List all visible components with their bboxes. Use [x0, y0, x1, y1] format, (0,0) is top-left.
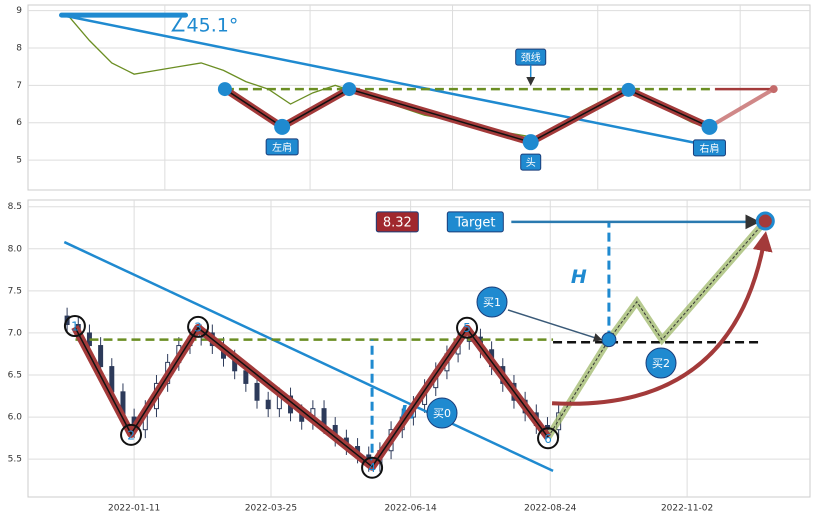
height-label: H	[571, 266, 587, 288]
y-tick-label: 6.0	[8, 413, 23, 423]
target-point	[755, 211, 775, 231]
y-tick-label: 6	[16, 118, 22, 128]
pattern-point	[361, 456, 384, 479]
pattern-line-inner	[224, 88, 710, 143]
buy-bubble	[476, 286, 508, 318]
left-shoulder-label-box	[265, 138, 299, 156]
pattern-point	[456, 316, 479, 339]
pattern-line-inner	[74, 326, 549, 468]
candle-body	[254, 382, 260, 401]
buy-bubble	[645, 347, 677, 379]
y-tick-label: 7.5	[8, 286, 22, 296]
y-tick-label: 8.0	[8, 244, 23, 254]
head-label-box	[520, 153, 542, 171]
pattern-point	[537, 427, 560, 450]
head-label: 头	[526, 157, 536, 169]
target-label: Target	[454, 215, 495, 230]
buy-label: 买1	[483, 296, 501, 309]
x-tick-label: 2022-06-14	[384, 504, 437, 514]
y-tick-label: 5	[16, 156, 22, 166]
y-tick-label: 9	[16, 6, 22, 16]
y-tick-label: 7.0	[8, 328, 23, 338]
pattern-point	[274, 118, 291, 135]
x-tick-label: 2022-01-11	[108, 504, 160, 514]
y-tick-label: 8.5	[8, 202, 22, 212]
y-tick-label: 6.5	[8, 371, 22, 381]
buy-point	[601, 332, 617, 348]
projection-inner	[547, 220, 766, 438]
candle-body	[98, 345, 104, 368]
x-tick-label: 2022-03-25	[245, 504, 297, 514]
candle-body	[265, 399, 271, 410]
right-shoulder-label: 右肩	[699, 142, 719, 155]
right-shoulder-label-box	[692, 139, 726, 157]
y-tick-label: 5.5	[8, 455, 22, 465]
left-shoulder-label: 左肩	[272, 141, 292, 154]
y-tick-label: 8	[16, 43, 22, 53]
breakout-arrow	[551, 231, 773, 406]
trend-line	[61, 13, 707, 147]
pattern-point-label: 6	[544, 432, 552, 446]
pattern-point	[701, 118, 718, 135]
plot-area	[27, 199, 811, 498]
buy-label: 买2	[652, 357, 670, 370]
target-label-box	[446, 211, 504, 233]
angle-label: ∠45.1°	[170, 15, 239, 37]
y-tick-label: 7	[16, 81, 22, 91]
pattern-point-label: 4	[368, 461, 376, 475]
buy-bubble	[426, 397, 458, 429]
pattern-point	[342, 82, 357, 97]
candle-body	[243, 370, 249, 384]
target-value-label-box	[375, 211, 419, 233]
buy-pointer	[507, 309, 603, 342]
pattern-point-label: 5	[463, 321, 471, 335]
projection-end	[769, 85, 778, 94]
projection-line	[708, 87, 775, 129]
target-value-label: 8.32	[383, 215, 412, 230]
x-tick-label: 2022-11-02	[661, 504, 713, 514]
pattern-point-label: 1	[71, 320, 79, 334]
buy-label: 买0	[433, 407, 451, 420]
pattern-point	[522, 134, 539, 151]
pattern-point	[621, 82, 636, 97]
pattern-point	[217, 82, 232, 97]
pattern-point	[120, 423, 143, 446]
pattern-point	[63, 315, 86, 338]
neckline-label: 颈线	[521, 51, 541, 64]
pattern-point-label: 2	[127, 428, 135, 442]
trend-line	[63, 240, 554, 473]
pattern-point-label: 3	[194, 320, 202, 334]
x-tick-label: 2022-08-24	[524, 504, 577, 514]
pattern-point	[187, 315, 210, 338]
